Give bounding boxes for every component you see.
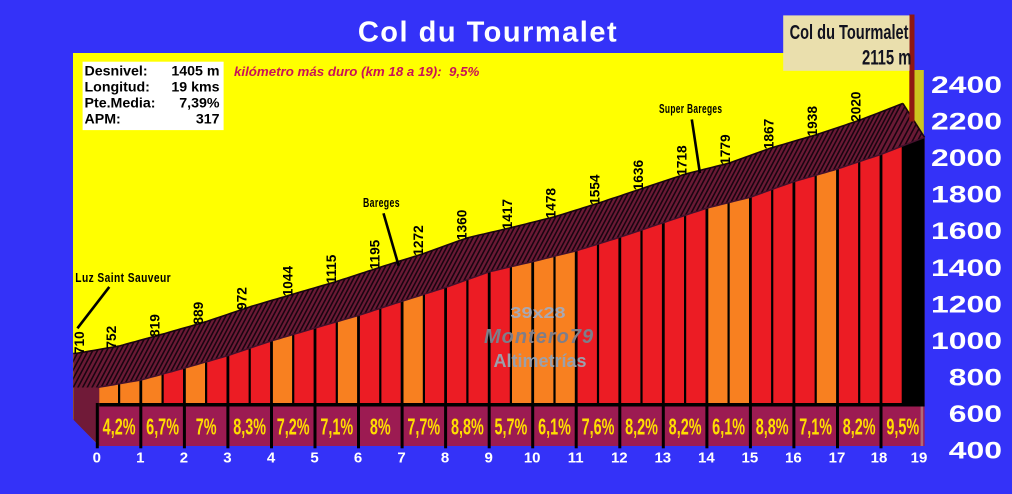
svg-text:8%: 8% — [370, 414, 391, 440]
svg-text:1044: 1044 — [281, 265, 296, 296]
svg-text:2400: 2400 — [931, 71, 1002, 98]
svg-text:4: 4 — [267, 450, 276, 467]
svg-text:600: 600 — [949, 400, 1002, 427]
svg-text:1636: 1636 — [631, 159, 646, 190]
svg-text:15: 15 — [742, 450, 759, 467]
svg-text:5: 5 — [310, 450, 318, 467]
svg-text:8,2%: 8,2% — [625, 414, 658, 440]
svg-text:0: 0 — [93, 450, 101, 467]
svg-text:4,2%: 4,2% — [103, 414, 136, 440]
svg-text:1867: 1867 — [761, 118, 776, 149]
svg-text:19: 19 — [911, 450, 928, 467]
svg-text:800: 800 — [949, 363, 1002, 390]
svg-text:8,8%: 8,8% — [451, 414, 484, 440]
svg-text:9,5%: 9,5% — [886, 414, 919, 440]
svg-text:10: 10 — [524, 450, 541, 467]
svg-text:Montero79: Montero79 — [484, 326, 594, 348]
svg-text:Col du Tourmalet: Col du Tourmalet — [790, 21, 909, 44]
svg-text:819: 819 — [147, 314, 162, 337]
svg-text:19 kms: 19 kms — [171, 79, 219, 95]
svg-text:kilómetro más duro (km 18 a 19: kilómetro más duro (km 18 a 19): 9,5% — [234, 64, 480, 79]
svg-text:14: 14 — [698, 450, 715, 467]
svg-text:Desnivel:: Desnivel: — [85, 63, 148, 79]
svg-text:6: 6 — [354, 450, 362, 467]
svg-text:400: 400 — [949, 436, 1002, 463]
svg-text:1405 m: 1405 m — [171, 63, 219, 79]
svg-text:972: 972 — [235, 287, 250, 310]
svg-text:8,8%: 8,8% — [756, 414, 789, 440]
svg-text:Super Bareges: Super Bareges — [659, 102, 722, 116]
svg-text:9: 9 — [485, 450, 493, 467]
svg-text:Bareges: Bareges — [363, 197, 400, 211]
svg-text:7: 7 — [397, 450, 405, 467]
svg-text:Col du Tourmalet: Col du Tourmalet — [358, 17, 618, 49]
svg-text:8,3%: 8,3% — [233, 414, 266, 440]
svg-text:1779: 1779 — [718, 134, 733, 165]
svg-text:1554: 1554 — [587, 174, 602, 205]
svg-text:889: 889 — [191, 301, 206, 324]
svg-text:2115 m: 2115 m — [862, 45, 911, 69]
svg-text:1718: 1718 — [674, 145, 689, 176]
svg-text:8: 8 — [441, 450, 449, 467]
svg-text:6,7%: 6,7% — [146, 414, 179, 440]
svg-text:6,1%: 6,1% — [712, 414, 745, 440]
svg-text:11: 11 — [568, 450, 584, 467]
svg-text:16: 16 — [785, 450, 802, 467]
svg-text:7,1%: 7,1% — [320, 414, 353, 440]
svg-text:1417: 1417 — [500, 199, 515, 230]
svg-text:1360: 1360 — [455, 209, 470, 240]
svg-text:1195: 1195 — [368, 239, 383, 269]
svg-text:2200: 2200 — [931, 108, 1002, 135]
svg-text:17: 17 — [829, 450, 846, 467]
svg-text:317: 317 — [196, 111, 220, 127]
svg-text:6,1%: 6,1% — [538, 414, 571, 440]
svg-text:Longitud:: Longitud: — [85, 79, 150, 95]
svg-text:Pte.Media:: Pte.Media: — [85, 95, 156, 111]
svg-text:1272: 1272 — [411, 225, 426, 256]
svg-text:13: 13 — [654, 450, 671, 467]
svg-text:1000: 1000 — [931, 327, 1002, 354]
svg-text:1200: 1200 — [931, 290, 1002, 317]
svg-text:5,7%: 5,7% — [494, 414, 527, 440]
svg-text:8,2%: 8,2% — [669, 414, 702, 440]
svg-text:1478: 1478 — [544, 188, 559, 219]
svg-text:7,7%: 7,7% — [407, 414, 440, 440]
svg-text:2020: 2020 — [849, 91, 864, 122]
svg-text:1115: 1115 — [324, 254, 339, 283]
svg-text:752: 752 — [104, 325, 119, 348]
svg-text:2: 2 — [180, 450, 188, 467]
svg-text:3: 3 — [223, 450, 231, 467]
svg-text:7,2%: 7,2% — [277, 414, 310, 440]
svg-text:1938: 1938 — [805, 106, 820, 137]
svg-text:1400: 1400 — [931, 254, 1002, 281]
svg-text:2000: 2000 — [931, 144, 1002, 171]
svg-text:Altimetrías: Altimetrías — [493, 351, 586, 371]
svg-text:39x28: 39x28 — [510, 304, 565, 321]
svg-text:7,6%: 7,6% — [582, 414, 615, 440]
svg-text:7,39%: 7,39% — [179, 95, 220, 111]
svg-text:12: 12 — [611, 450, 628, 467]
svg-text:1800: 1800 — [931, 181, 1002, 208]
svg-text:710: 710 — [72, 331, 87, 354]
svg-text:APM:: APM: — [85, 111, 121, 127]
svg-text:1: 1 — [136, 450, 144, 467]
svg-text:Luz Saint Sauveur: Luz Saint Sauveur — [75, 272, 171, 285]
svg-text:7,1%: 7,1% — [799, 414, 832, 440]
svg-text:8,2%: 8,2% — [843, 414, 876, 440]
svg-text:7%: 7% — [196, 414, 217, 440]
svg-text:1600: 1600 — [931, 217, 1002, 244]
svg-text:18: 18 — [871, 450, 888, 467]
